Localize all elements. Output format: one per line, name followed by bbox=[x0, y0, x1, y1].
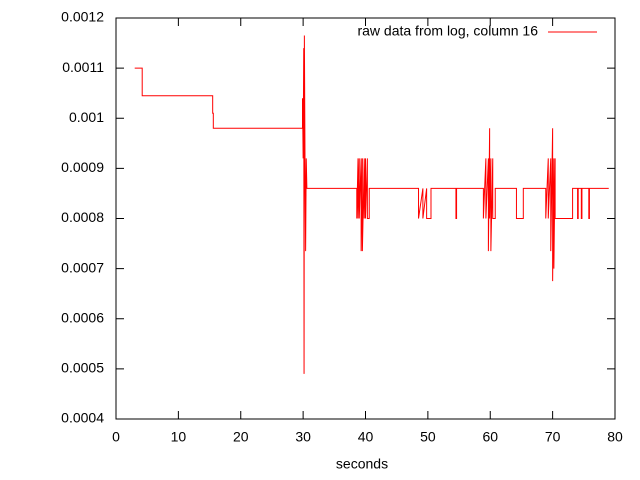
x-tick-label: 80 bbox=[607, 429, 623, 445]
y-tick-label: 0.0007 bbox=[61, 259, 104, 275]
y-tick-label: 0.0012 bbox=[61, 9, 104, 25]
y-tick-label: 0.0009 bbox=[61, 159, 104, 175]
y-tick-label: 0.0008 bbox=[61, 209, 104, 225]
y-tick-label: 0.001 bbox=[69, 109, 104, 125]
data-line bbox=[134, 35, 609, 374]
x-tick-label: 0 bbox=[112, 429, 120, 445]
y-tick-label: 0.0011 bbox=[62, 59, 104, 75]
x-tick-label: 20 bbox=[233, 429, 249, 445]
x-tick-label: 10 bbox=[171, 429, 187, 445]
x-tick-label: 30 bbox=[295, 429, 311, 445]
legend-label: raw data from log, column 16 bbox=[357, 23, 538, 39]
x-tick-label: 50 bbox=[420, 429, 436, 445]
x-tick-label: 60 bbox=[482, 429, 498, 445]
x-tick-label: 40 bbox=[358, 429, 374, 445]
x-tick-label: 70 bbox=[545, 429, 561, 445]
y-tick-label: 0.0006 bbox=[61, 309, 104, 325]
y-tick-label: 0.0005 bbox=[61, 360, 104, 376]
x-axis-label: seconds bbox=[336, 456, 388, 472]
y-tick-label: 0.0004 bbox=[61, 410, 104, 426]
